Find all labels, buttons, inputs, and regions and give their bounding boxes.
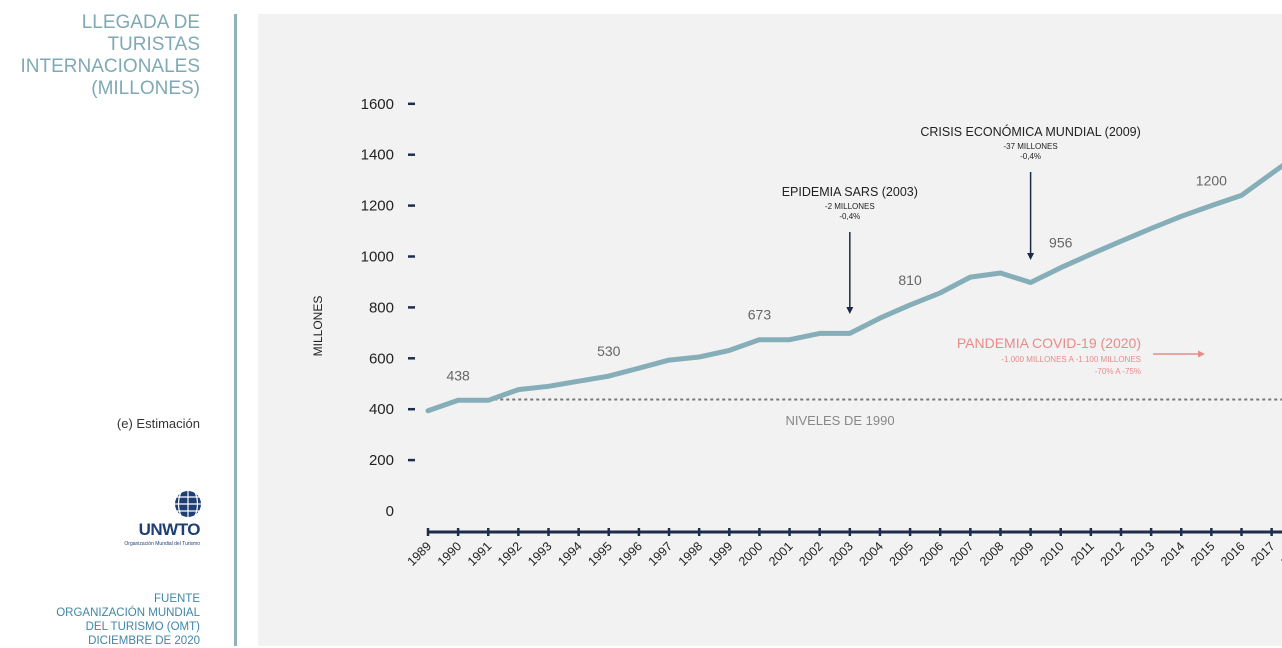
x-tick-label: 1992 [495,539,525,569]
series-line [425,162,1282,414]
x-tick-label: 1991 [465,539,495,569]
globe-logo-icon [175,491,201,517]
x-tick-label: 2007 [947,539,977,569]
source-line: FUENTE [154,593,200,605]
annotation-detail: -2 MILLONES [825,202,875,211]
covid-annotation-title: PANDEMIA COVID-19 (2020) [957,335,1141,351]
x-tick-label: 2017 [1248,539,1278,569]
y-tick-label: 0 [386,503,394,520]
x-tick-label: 1998 [676,539,706,569]
source-credit: FUENTE ORGANIZACIÓN MUNDIAL DEL TURISMO … [0,592,200,648]
reference-line-label: NIVELES DE 1990 [785,413,894,428]
y-tick-label: 800 [369,299,394,316]
y-tick-label: 1000 [361,249,394,266]
annotation-title: CRISIS ECONÓMICA MUNDIAL (2009) [920,124,1140,139]
source-line: DEL TURISMO (OMT) [85,621,200,633]
x-tick-label: 2002 [796,539,826,569]
x-tick-label: 2012 [1098,539,1128,569]
sidebar-title: LLEGADA DE TURISTAS INTERNACIONALES (MIL… [0,12,200,100]
x-tick-label: 2004 [857,539,887,569]
source-line: DICIEMBRE DE 2020 [88,635,200,647]
y-tick-label: 1600 [361,96,394,113]
arrow-head-icon [846,307,854,314]
x-tick-label: 1989 [405,539,435,569]
x-tick-label: 2003 [826,539,856,569]
x-tick-label: 2013 [1128,539,1158,569]
source-line: ORGANIZACIÓN MUNDIAL [56,607,200,619]
x-tick-label: 2000 [736,539,766,569]
x-tick-label: 2016 [1218,539,1248,569]
x-tick-label: 1997 [646,539,676,569]
data-label: 673 [748,307,772,323]
x-tick-label: 1994 [555,539,585,569]
y-tick-label: 200 [369,452,394,469]
vertical-divider [234,14,237,646]
x-tick-label: 1993 [525,539,555,569]
covid-annotation-detail: -70% A -75% [1095,367,1141,376]
covid-arrow-head-icon [1198,350,1205,358]
data-label: 810 [898,272,922,288]
x-tick-label: 2018 [1278,539,1282,569]
sidebar-title-line: (MILLONES) [91,78,200,99]
x-tick-label: 2011 [1068,539,1097,568]
chart-panel: MILLONES 0 200 400 600 800 1000 1200 1400 1600 N… [258,14,1282,646]
x-tick-label: 2010 [1037,539,1067,569]
x-tick-label: 2008 [977,539,1007,569]
annotation-detail: -0,4% [839,212,860,221]
arrow-head-icon [1027,253,1035,260]
logo-text: UNWTO [138,520,201,539]
x-tick-label: 2014 [1158,539,1188,569]
y-tick-label: 400 [369,401,394,418]
covid-annotation-detail: -1.000 MILLONES A -1.100 MILLONES [1001,355,1141,364]
data-label: 1200 [1196,173,1227,189]
y-tick-label: 1200 [361,198,394,215]
x-tick-label: 1999 [706,539,736,569]
logo-subtext: Organización Mundial del Turismo [124,541,200,547]
sidebar-title-line: INTERNACIONALES [20,56,200,77]
data-label: 530 [597,343,621,359]
x-tick-label: 2015 [1188,539,1218,569]
estimation-note: (e) Estimación [116,416,200,431]
x-tick-label: 1996 [615,539,645,569]
x-tick-label: 1990 [435,539,465,569]
data-label: 956 [1049,235,1073,251]
y-tick-label: 600 [369,350,394,367]
y-tick-label: 1400 [361,147,394,164]
sidebar: LLEGADA DE TURISTAS INTERNACIONALES (MIL… [0,0,234,648]
data-label: 438 [446,367,470,383]
annotation-detail: -37 MILLONES [1003,142,1057,151]
sidebar-title-line: TURISTAS [107,34,200,55]
x-tick-label: 1995 [585,539,615,569]
annotation-title: EPIDEMIA SARS (2003) [782,185,918,199]
annotation-detail: -0,4% [1020,152,1041,161]
x-tick-label: 2005 [887,539,917,569]
x-tick-label: 2006 [917,539,947,569]
sidebar-title-line: LLEGADA DE [81,12,200,33]
x-tick-label: 2001 [766,539,796,569]
x-tick-label: 2009 [1007,539,1037,569]
tourist-arrivals-chart: MILLONES 0 200 400 600 800 1000 1200 1400 1600 N… [311,96,1282,569]
y-axis-label: MILLONES [311,296,325,357]
